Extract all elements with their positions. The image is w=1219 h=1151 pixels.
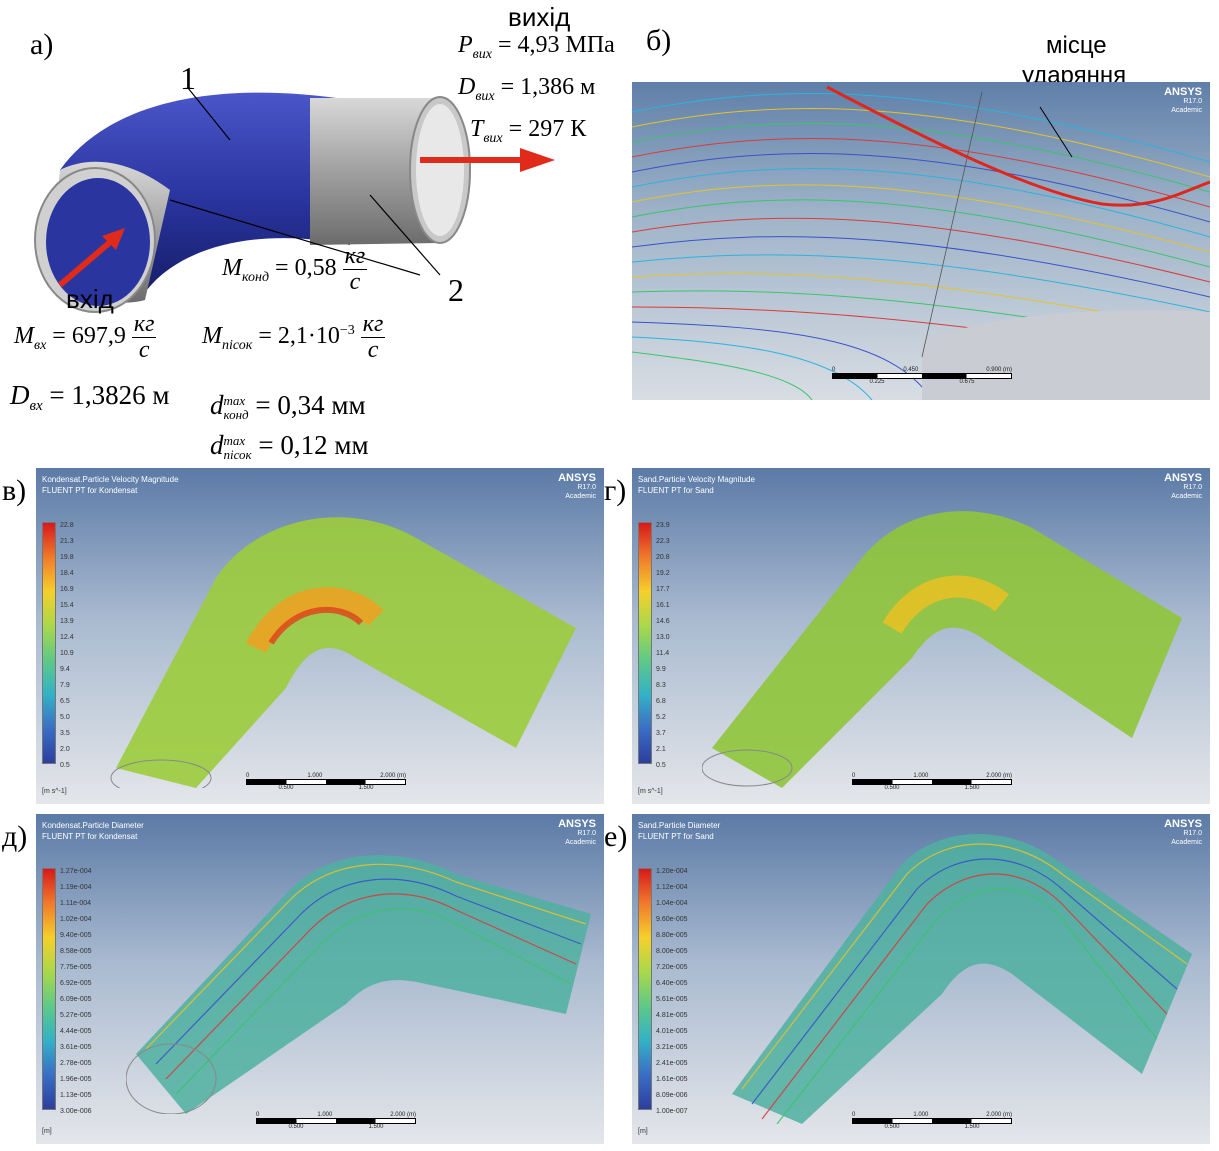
legend-ticks: 23.9 22.3 20.8 19.2 17.7 16.1 14.6 13.0 11.4 9.9 8… [656,522,670,769]
ansys-logo: ANSYS R17.0 Academic [1164,472,1202,501]
scale-bar: 0 0.450 0.900 (m) 0.225 0.675 [832,367,1012,385]
legend-unit: [m] [42,1128,52,1135]
legend-unit: [m s^-1] [42,788,67,795]
formula-p-out: Pвих = 4,93 МПа [458,32,615,62]
panel-e-diameter-sand: Sand.Particle Diameter FLUENT PT for Sand… [632,814,1210,1144]
legend-ticks: 22.8 21.3 19.8 18.4 16.9 15.4 13.9 12.4 10.9 9.4 7… [60,522,74,769]
panel-label-g: г) [604,474,627,507]
ansys-logo: ANSYS R17.0 Academic [1164,86,1202,115]
legend-unit: [m] [638,1128,648,1135]
pipe-bend-render [732,834,1192,1124]
part-label-1: 1 [180,60,196,96]
formula-d-sand: d max пісок = 0,12 мм [210,430,369,462]
color-legend [42,868,56,1110]
formula-t-out: Tвих = 297 К [470,116,587,146]
ansys-logo: ANSYS R17.0 Academic [1164,818,1202,847]
panel-label-e: е) [604,820,628,853]
color-legend [638,868,652,1110]
panel-g-velocity-sand: Sand.Particle Velocity Magnitude FLUENT P… [632,468,1210,804]
panel-d-diameter-kondensat: Kondensat.Particle Diameter FLUENT PT for… [36,814,604,1144]
outlet-word: вихід [508,2,571,32]
impact-annotation-line1: місце [1046,32,1107,59]
part-label-2: 2 [448,272,464,308]
panel-b-streamlines: ANSYS R17.0 Academic 0 0.450 0.900 (m) 0.225… [632,82,1210,400]
pipe-bend-3d-model [34,87,555,313]
formula-d-out: Dвих = 1,386 м [458,74,596,104]
pipe-bend-render [702,511,1182,788]
formula-d-in: Dвх = 1,3826 м [10,380,170,415]
impact-line [826,85,1210,207]
panel-label-b: б) [646,24,672,57]
color-legend [42,522,56,764]
outlet-sleeve [310,98,440,245]
streamline-field [632,85,1210,400]
pipe-bend-render [110,517,576,788]
scale-bar: 0 1.000 2.000 (m) 0.500 1.500 [852,773,1012,791]
inlet-word: вхід [66,284,114,314]
legend-ticks: 1.20e-004 1.12e-004 1.04e-004 9.60e-005 8.80… [656,868,688,1115]
formula-m-sand: Mпісок = 2,1·10−3 кг с [202,311,386,364]
inlet-arrow [58,235,117,288]
color-legend [638,522,652,764]
ansys-logo: ANSYS R17.0 Academic [558,472,596,501]
panel-label-d: д) [2,820,28,853]
pipe-bend-render [126,855,591,1114]
panel-v-velocity-kondensat: Kondensat.Particle Velocity Magnitude FLU… [36,468,604,804]
scale-bar: 0 1.000 2.000 (m) 0.500 1.500 [246,773,406,791]
formula-d-cond: d max конд = 0,34 мм [210,390,366,422]
scale-bar: 0 1.000 2.000 (m) 0.500 1.500 [852,1112,1012,1130]
panel-label-a: а) [30,28,54,61]
formula-m-cond: Mконд = 0,58 кг с [222,243,368,296]
scale-bar: 0 1.000 2.000 (m) 0.500 1.500 [256,1112,416,1130]
legend-ticks: 1.27e-004 1.19e-004 1.11e-004 1.02e-004 9.40… [60,868,92,1115]
panel-label-v: в) [2,474,27,507]
legend-unit: [m s^-1] [638,788,663,795]
formula-m-in: Mвх = 697,9 кг с [14,311,157,364]
ansys-logo: ANSYS R17.0 Academic [558,818,596,847]
